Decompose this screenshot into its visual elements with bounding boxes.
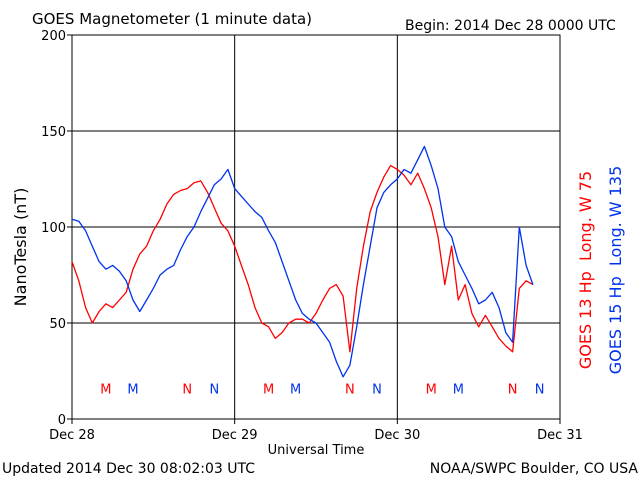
y-tick-label: 150 [41,125,66,140]
midnight-marker: M [453,382,464,397]
x-tick-label: Dec 31 [537,428,583,443]
y-axis: 0 50 100 150 200 [41,29,72,428]
series-goes15-line [71,145,534,378]
noon-marker: N [345,382,355,397]
noon-marker: N [182,382,192,397]
x-tick-label: Dec 29 [212,428,258,443]
midnight-marker: M [426,382,437,397]
legend: GOES 13 Hp Long. W 75 GOES 15 Hp Long. W … [576,166,625,374]
x-tick-label: Dec 30 [374,428,420,443]
noon-marker: N [209,382,219,397]
legend-goes13: GOES 13 Hp Long. W 75 [576,171,595,369]
legend-goes15: GOES 15 Hp Long. W 135 [606,166,625,374]
x-tick-label: Dec 28 [49,428,95,443]
credit-label: NOAA/SWPC Boulder, CO USA [430,461,639,477]
series-layer [71,145,534,378]
midnight-marker: M [290,382,301,397]
y-tick-label: 50 [49,317,66,332]
midnight-marker: M [263,382,274,397]
midnight-marker: M [127,382,138,397]
x-axis-label: Universal Time [268,443,365,458]
updated-timestamp: Updated 2014 Dec 30 08:02:03 UTC [2,461,255,477]
noon-marker: N [372,382,382,397]
noon-marker: N [508,382,518,397]
y-tick-label: 0 [58,413,66,428]
y-tick-label: 200 [41,29,66,44]
x-axis: Dec 28 Dec 29 Dec 30 Dec 31 [49,419,583,443]
noon-marker: N [535,382,545,397]
chart-title: GOES Magnetometer (1 minute data) [32,10,312,28]
y-axis-label: NanoTesla (nT) [11,188,30,307]
series-goes13-line [71,164,534,353]
grid [72,35,560,419]
y-tick-label: 100 [41,221,66,236]
begin-label: Begin: 2014 Dec 28 0000 UTC [405,18,616,34]
midnight-marker: M [100,382,111,397]
